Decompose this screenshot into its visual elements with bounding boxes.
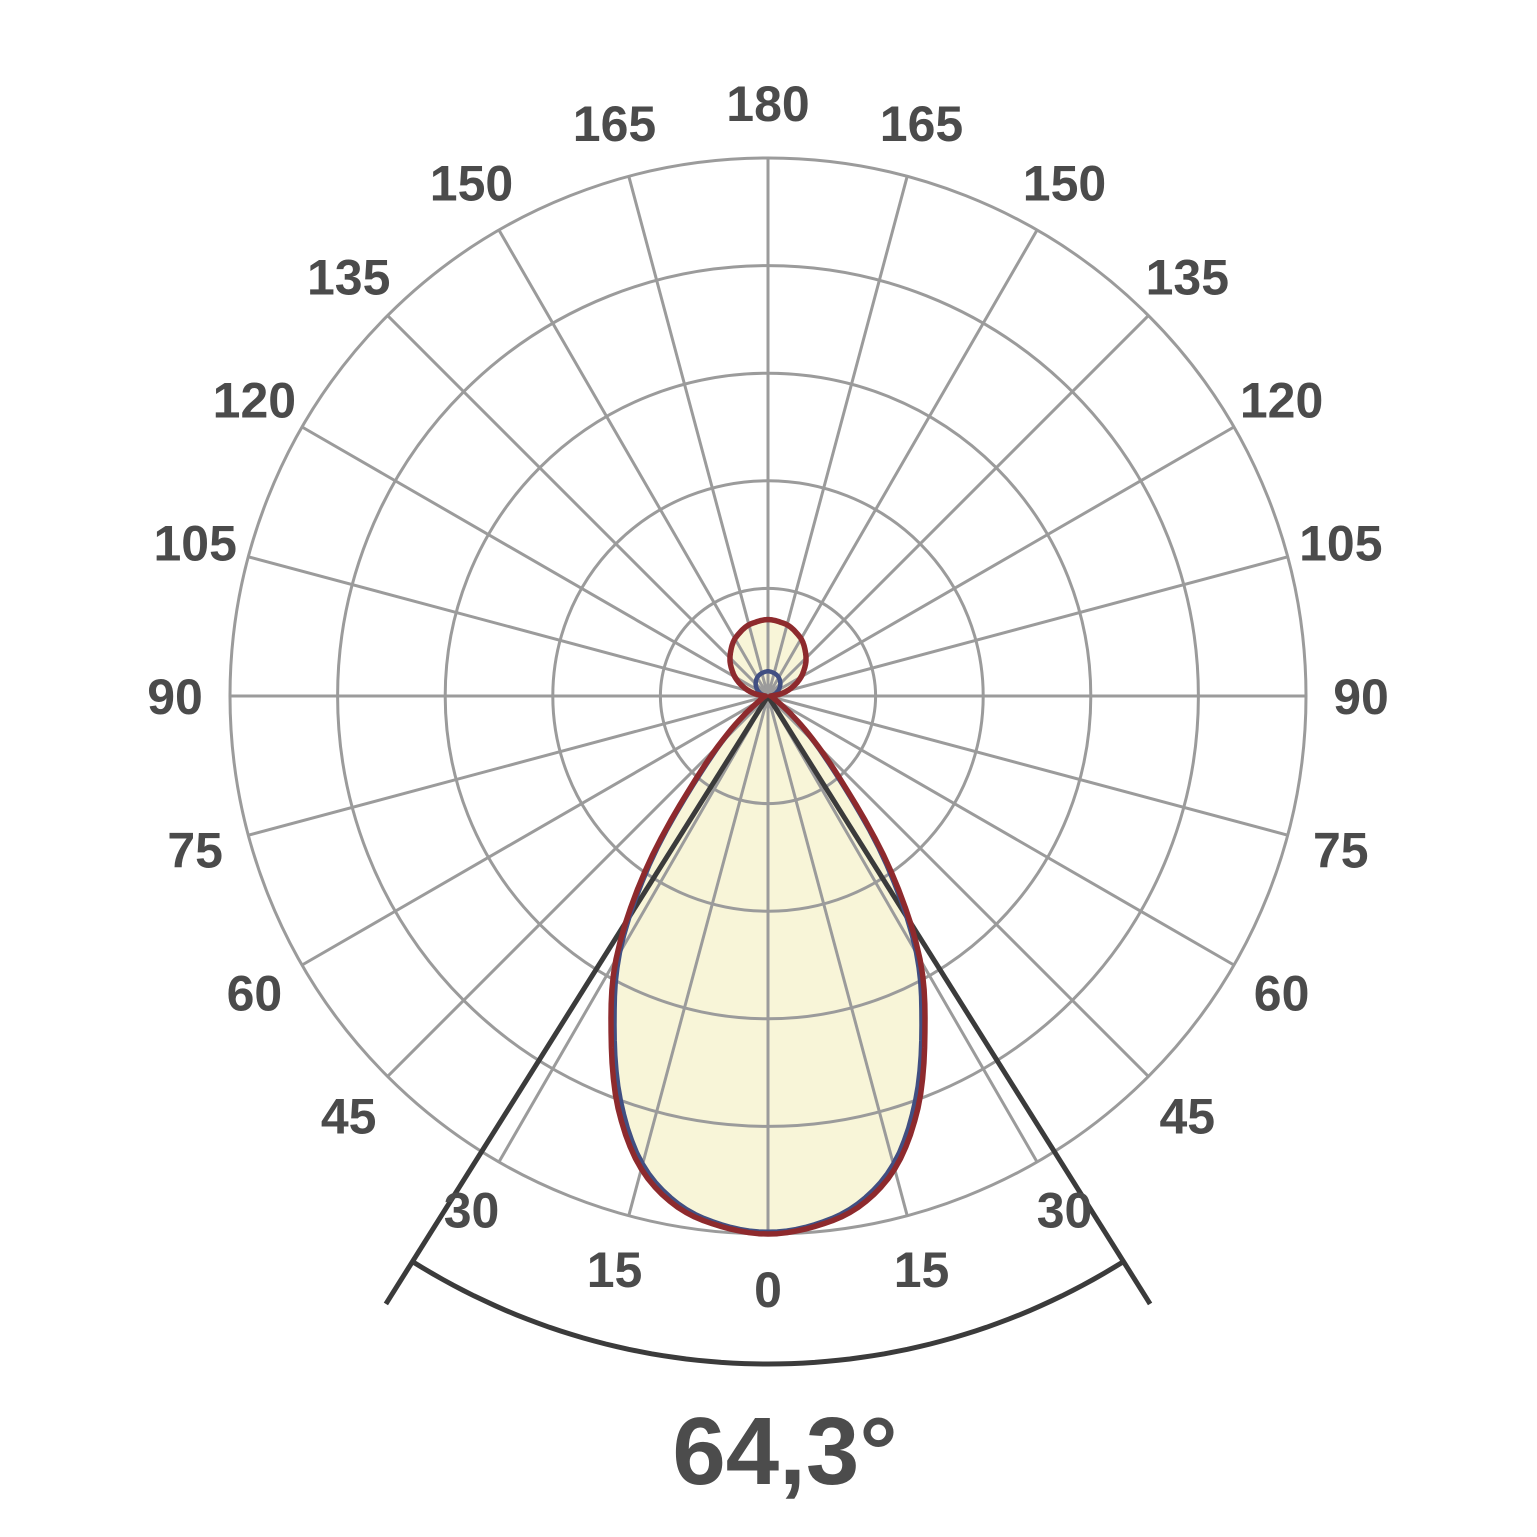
angle-label: 15 <box>894 1242 950 1298</box>
grid-radial-line <box>766 695 909 1217</box>
beam-angle-marker <box>383 694 1153 1367</box>
grid-radial-line <box>386 694 770 1078</box>
angle-label: 135 <box>307 250 390 306</box>
grid-radial-line <box>386 314 770 698</box>
angle-label: 75 <box>167 823 223 879</box>
angle-label: 60 <box>1254 966 1310 1022</box>
grid-radial-line <box>766 314 1150 698</box>
angle-label: 30 <box>1037 1183 1093 1239</box>
angle-label: 180 <box>726 76 809 132</box>
angle-label: 15 <box>587 1242 643 1298</box>
angle-labels: 0 15 15 30 30 45 45 60 60 75 75 90 90 105 105 120 120 135… <box>147 76 1389 1318</box>
angle-label: 0 <box>754 1262 782 1318</box>
grid-radial-line <box>767 694 1235 967</box>
grid-radial-line <box>301 694 769 967</box>
beam-angle-line <box>383 694 771 1306</box>
angle-label: 60 <box>227 966 283 1022</box>
angle-label: 45 <box>321 1088 377 1144</box>
grid-radial-line <box>627 175 770 697</box>
grid-radial-line <box>301 425 769 698</box>
beam-angle-line <box>765 694 1153 1306</box>
c90-plane-curve <box>608 616 928 1237</box>
angle-label: 120 <box>1240 373 1323 429</box>
angle-label: 90 <box>147 669 203 725</box>
grid-radial-line <box>497 695 770 1163</box>
grid-radial-line <box>497 229 770 697</box>
grid-radial-line <box>767 425 1235 698</box>
angle-label: 150 <box>1023 155 1106 211</box>
grid-radial-line <box>766 229 1039 697</box>
angle-label: 105 <box>153 516 236 572</box>
angle-label: 75 <box>1313 823 1369 879</box>
polar-grid-radials <box>230 158 1306 1234</box>
grid-radial-line <box>247 555 769 698</box>
grid-radial-line <box>767 694 1289 837</box>
angle-label: 105 <box>1299 516 1382 572</box>
angle-label: 150 <box>430 155 513 211</box>
angle-label: 165 <box>880 96 963 152</box>
grid-radial-line <box>767 555 1289 698</box>
grid-radial-line <box>766 695 1039 1163</box>
beam-angle-arc <box>411 1259 1125 1367</box>
grid-radial-line <box>627 695 770 1217</box>
angle-label: 45 <box>1159 1088 1215 1144</box>
angle-label: 90 <box>1333 669 1389 725</box>
grid-radial-line <box>766 694 1150 1078</box>
grid-radial-line <box>247 694 769 837</box>
angle-label: 165 <box>573 96 656 152</box>
angle-label: 30 <box>444 1183 500 1239</box>
grid-radial-line <box>766 175 909 697</box>
angle-label: 135 <box>1146 250 1229 306</box>
angle-label: 120 <box>213 373 296 429</box>
beam-angle-value: 64,3° <box>672 1398 897 1505</box>
